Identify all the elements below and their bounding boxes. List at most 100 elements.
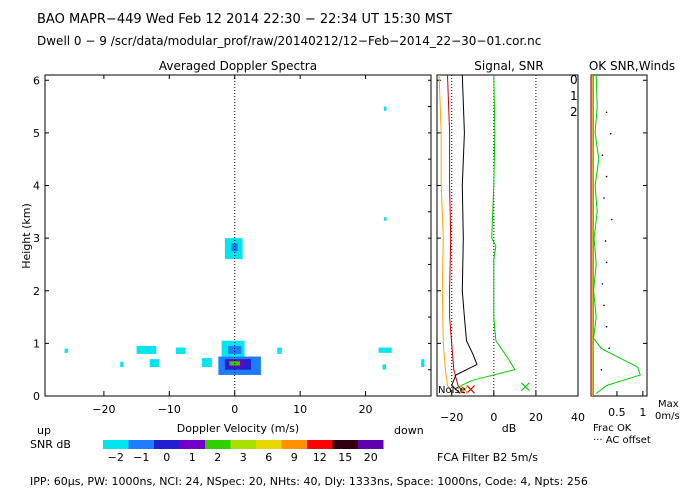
colorbar-swatch <box>256 440 282 449</box>
colorbar-tick-label: 12 <box>313 451 327 464</box>
wind-dot <box>603 304 605 307</box>
wind-dot <box>604 240 607 242</box>
y-tick-label: 3 <box>33 232 40 245</box>
winds-title: OK SNR,Winds <box>589 59 675 73</box>
spectra-cell <box>382 364 386 370</box>
snr-colorbar: SNR dB −2 −1 0 1 2 3 6 9 12 15 20 <box>30 438 384 464</box>
spectra-cell <box>202 358 212 368</box>
max-unit-label: 0m/s <box>655 411 680 422</box>
signal-frame <box>436 74 579 397</box>
y-tick-label: 1 <box>33 337 40 350</box>
colorbar-swatch <box>205 440 231 449</box>
spectra-cell <box>378 347 392 353</box>
colorbar-swatch <box>128 440 154 449</box>
spectra-cell <box>277 347 282 354</box>
x-tick-label: −20 <box>92 403 115 416</box>
colorbar-label: SNR dB <box>30 438 71 451</box>
direction-down-label: down <box>394 424 424 437</box>
wind-dot <box>605 325 608 328</box>
spectra-cell <box>120 361 124 368</box>
colorbar-tick-label: 3 <box>240 451 247 464</box>
wind-dot <box>600 368 603 371</box>
noise-label: Noise <box>438 385 466 396</box>
colorbar-swatch <box>307 440 333 449</box>
legend-entry: 0 <box>570 73 578 87</box>
wind-dot <box>608 347 610 350</box>
series-line-2 <box>455 74 516 389</box>
fca-filter-label: FCA Filter B2 5m/s <box>437 451 538 464</box>
x-tick-label: 0 <box>231 403 238 416</box>
spectra-cell <box>228 346 242 354</box>
noise-marker <box>520 382 530 392</box>
snr-winds-line <box>593 74 641 394</box>
colorbar-tick-label: 6 <box>265 451 272 464</box>
noise-marker <box>459 384 469 394</box>
colorbar-swatch <box>103 440 129 449</box>
series-line-signal <box>451 74 478 394</box>
direction-up-label: up <box>37 424 51 437</box>
x-tick-label: 10 <box>293 403 307 416</box>
y-tick-label: 4 <box>33 180 40 193</box>
doppler-spectra-panel: Averaged Doppler Spectra 0 1 2 3 4 5 6 −20 −10 0 1… <box>20 59 647 437</box>
spectra-cell <box>149 359 160 368</box>
legend-entry: 1 <box>570 89 578 103</box>
colorbar-swatch <box>281 440 307 449</box>
doppler-title: Averaged Doppler Spectra <box>159 59 317 73</box>
signal-snr-panel: Signal, SNR −20 0 20 40 Noise dB 0 1 2 <box>436 59 585 435</box>
y-tick-label: 5 <box>33 127 40 140</box>
colorbar-tick-label: 0 <box>163 451 170 464</box>
wind-dot <box>601 283 604 285</box>
colorbar-tick-label: 1 <box>189 451 196 464</box>
colorbar-swatch <box>179 440 205 449</box>
wind-dot <box>605 261 608 264</box>
wind-dot <box>603 197 605 199</box>
colorbar-tick-label: 9 <box>291 451 298 464</box>
wind-dot <box>601 154 604 156</box>
doppler-frame <box>44 74 432 397</box>
spectra-cell <box>175 347 186 354</box>
x-tick-label: 1 <box>639 406 646 419</box>
spectra-cell <box>383 106 387 111</box>
colorbar-swatch <box>332 440 358 449</box>
series-line-1 <box>438 74 453 394</box>
legend-entry: 2 <box>570 105 578 119</box>
colorbar-tick-label: −2 <box>108 451 124 464</box>
y-tick-label: 6 <box>33 74 40 87</box>
colorbar-swatch <box>230 440 256 449</box>
doppler-xlabel: Doppler Velocity (m/s) <box>177 422 299 435</box>
colorbar-tick-label: −1 <box>133 451 149 464</box>
ac-offset-label: ··· AC offset <box>593 435 651 446</box>
winds-frame <box>590 74 648 397</box>
y-tick-label: 0 <box>33 390 40 403</box>
signal-title: Signal, SNR <box>474 59 543 73</box>
x-tick-label: 40 <box>571 411 585 424</box>
spectra-cell <box>383 217 387 221</box>
series-line-0 <box>447 74 465 394</box>
y-tick-label: 2 <box>33 285 40 298</box>
header-line2: Dwell 0 − 9 /scr/data/modular_prof/raw/2… <box>37 34 541 48</box>
x-tick-label: −10 <box>158 403 181 416</box>
x-tick-label: 20 <box>359 403 373 416</box>
x-tick-label: 0 <box>490 411 497 424</box>
colorbar-tick-label: 2 <box>214 451 221 464</box>
spectra-cell <box>64 348 68 353</box>
frac-ok-label: Frac OK <box>593 423 632 434</box>
header-line1: BAO MAPR−449 Wed Feb 12 2014 22:30 − 22:… <box>37 12 452 27</box>
wind-dot <box>605 111 608 114</box>
wind-dot <box>610 218 613 221</box>
footer-params: IPP: 60µs, PW: 1000ns, NCI: 24, NSpec: 2… <box>30 475 588 488</box>
spectra-cell <box>421 359 425 368</box>
spectra-cell <box>231 243 238 252</box>
colorbar-tick-label: 15 <box>338 451 352 464</box>
spectra-cell <box>136 346 157 354</box>
wind-dot <box>605 175 608 178</box>
doppler-ylabel: Height (km) <box>20 203 33 269</box>
ok-snr-winds-panel: OK SNR,Winds 0.5 1 Frac OK ··· AC offset … <box>589 59 680 446</box>
max-label: Max <box>658 399 679 410</box>
colorbar-swatch <box>154 440 180 449</box>
noise-marker <box>466 384 476 394</box>
x-tick-label: −20 <box>440 411 463 424</box>
colorbar-swatch <box>358 440 384 449</box>
wind-dot <box>609 132 612 135</box>
